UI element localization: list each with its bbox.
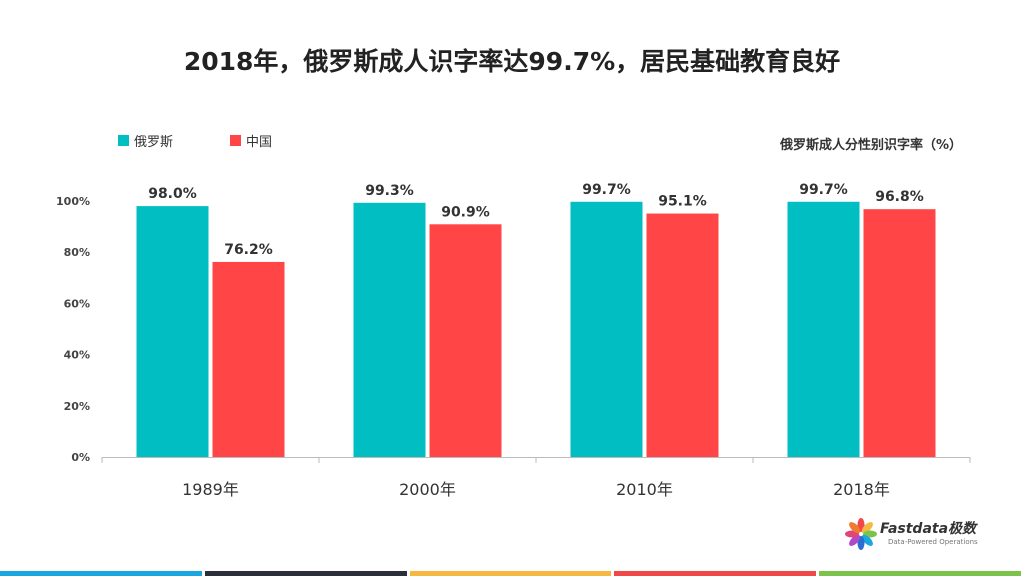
x-tick-label: 2010年 xyxy=(616,480,673,499)
logo-name: Fastdata极数 xyxy=(880,521,977,537)
data-label: 99.3% xyxy=(365,183,414,199)
data-label: 99.7% xyxy=(799,182,848,198)
data-label: 90.9% xyxy=(441,204,490,220)
data-label: 95.1% xyxy=(658,194,707,210)
bar xyxy=(136,206,209,457)
brand-logo: Fastdata极数 Data-Powered Operations xyxy=(844,516,994,556)
y-tick-label: 20% xyxy=(64,400,90,413)
bar xyxy=(429,224,502,457)
bottom-color-strip xyxy=(0,571,1024,576)
legend-item-china: 中国 xyxy=(230,131,272,150)
x-tick-label: 2018年 xyxy=(833,480,890,499)
chart-subtitle: 俄罗斯成人分性别识字率（%） xyxy=(779,138,962,153)
strip-segment xyxy=(409,571,612,576)
strip-segment xyxy=(0,571,202,576)
y-tick-label: 60% xyxy=(64,297,90,310)
x-tick-label: 1989年 xyxy=(182,480,239,499)
logo-tagline: Data-Powered Operations xyxy=(888,538,978,546)
bar xyxy=(863,209,936,457)
data-label: 96.8% xyxy=(875,189,924,205)
legend-swatch-china xyxy=(230,135,241,146)
pinwheel-logo-icon xyxy=(845,518,877,550)
bar xyxy=(353,202,426,457)
data-label: 99.7% xyxy=(582,182,631,198)
strip-segment xyxy=(819,571,1021,576)
data-label: 98.0% xyxy=(148,186,197,202)
y-tick-label: 100% xyxy=(56,195,90,208)
strip-segment xyxy=(204,571,407,576)
chart-title: 2018年，俄罗斯成人识字率达99.7%，居民基础教育良好 xyxy=(183,47,841,76)
data-label: 76.2% xyxy=(224,242,273,258)
x-tick-label: 2000年 xyxy=(399,480,456,499)
legend-label-china: 中国 xyxy=(246,135,273,150)
y-tick-label: 40% xyxy=(64,349,90,362)
bar xyxy=(212,261,285,457)
legend-item-russia: 俄罗斯 xyxy=(118,131,173,150)
legend-swatch-russia xyxy=(118,135,129,146)
y-tick-label: 80% xyxy=(64,246,90,259)
bar xyxy=(570,201,643,457)
bar xyxy=(646,213,719,457)
bar xyxy=(787,201,860,457)
strip-segment xyxy=(614,571,817,576)
legend-label-russia: 俄罗斯 xyxy=(134,135,174,150)
y-tick-label: 0% xyxy=(71,451,90,464)
